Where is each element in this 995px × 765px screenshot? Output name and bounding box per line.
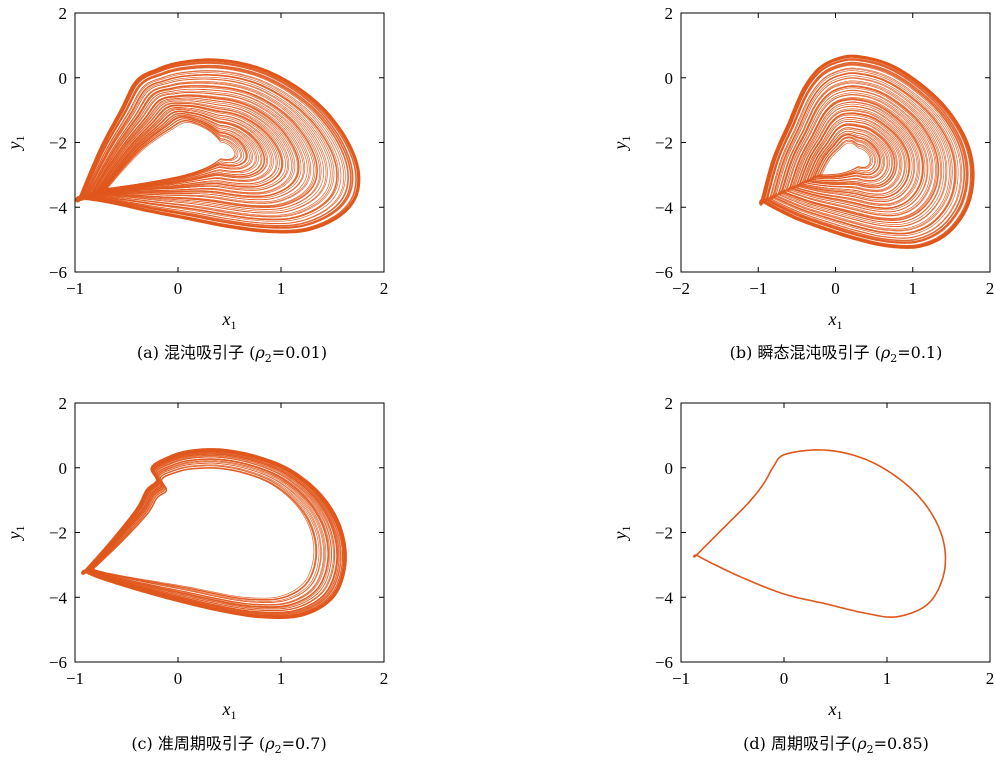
y-tick-label: 2 — [59, 394, 68, 413]
y-tick-label: −6 — [49, 653, 67, 672]
x-axis-label: x1 — [828, 699, 843, 722]
x-axis-label: x1 — [222, 309, 237, 332]
panel-caption: (a) 混沌吸引子 (ρ2=0.01) — [137, 343, 327, 365]
orbit-line — [694, 450, 946, 617]
y-tick-label: −6 — [655, 653, 673, 672]
x-tick-label: −1 — [672, 669, 690, 688]
x-tick-label: 2 — [380, 279, 389, 298]
trajectory-b — [761, 56, 973, 247]
y-tick-label: −4 — [49, 198, 68, 217]
x-tick-label: −2 — [672, 279, 690, 298]
trajectory-d — [694, 450, 946, 617]
y-tick-label: −4 — [655, 198, 674, 217]
x-tick-label: −1 — [66, 279, 84, 298]
y-tick-label: −2 — [655, 524, 673, 543]
y-axis-label: y1 — [4, 136, 27, 152]
y-tick-label: −6 — [49, 263, 67, 282]
y-tick-label: 2 — [665, 394, 674, 413]
x-tick-label: 1 — [883, 669, 892, 688]
y-tick-label: −2 — [655, 134, 673, 153]
trajectory-a — [77, 60, 359, 232]
panel-d: −1 0 1 2 −6 −4 −2 0 2 x1 y1 (d) 周期吸引子(ρ2=0.85) — [610, 394, 994, 756]
x-tick-label: 2 — [380, 669, 389, 688]
x-tick-label: 2 — [986, 279, 995, 298]
x-tick-label: 0 — [174, 669, 183, 688]
panel-caption: (c) 准周期吸引子 (ρ2=0.7) — [131, 734, 326, 756]
x-tick-label: 1 — [909, 279, 918, 298]
x-tick-label: 0 — [780, 669, 789, 688]
x-axis-label: x1 — [222, 699, 237, 722]
y-tick-label: −2 — [49, 134, 67, 153]
y-tick-label: 0 — [665, 69, 674, 88]
trajectory-c — [82, 449, 345, 618]
y-tick-label: 0 — [59, 69, 68, 88]
panel-a: −1 0 1 2 −6 −4 −2 0 2 x1 y1 (a) 混沌吸引子 (ρ2=0.01) — [4, 4, 388, 365]
x-tick-label: 0 — [174, 279, 183, 298]
x-tick-label: 2 — [986, 669, 995, 688]
y-tick-label: 2 — [665, 4, 674, 23]
y-tick-label: −4 — [655, 588, 674, 607]
y-tick-label: 2 — [59, 4, 68, 23]
y-axis-label: y1 — [610, 526, 633, 542]
x-tick-label: 1 — [277, 279, 286, 298]
panel-b: −2 −1 0 1 2 −6 −4 −2 0 2 x1 y1 (b) 瞬态混沌吸引子 (ρ2=0.1) — [610, 4, 994, 365]
y-tick-label: 0 — [59, 459, 68, 478]
panel-caption: (b) 瞬态混沌吸引子 (ρ2=0.1) — [730, 343, 943, 365]
y-axis-label: y1 — [610, 136, 633, 152]
x-tick-label: −1 — [749, 279, 767, 298]
y-tick-label: −6 — [655, 263, 673, 282]
y-axis-label: y1 — [4, 526, 27, 542]
plot-frame — [681, 403, 990, 662]
panel-caption: (d) 周期吸引子(ρ2=0.85) — [743, 734, 929, 756]
y-tick-label: −4 — [49, 588, 68, 607]
x-axis-label: x1 — [828, 309, 843, 332]
panel-c: −1 0 1 2 −6 −4 −2 0 2 x1 y1 (c) 准周期吸引子 (ρ2=0.7) — [4, 394, 388, 756]
x-tick-label: 0 — [831, 279, 840, 298]
x-tick-label: 1 — [277, 669, 286, 688]
y-tick-label: 0 — [665, 459, 674, 478]
y-tick-label: −2 — [49, 524, 67, 543]
x-tick-label: −1 — [66, 669, 84, 688]
